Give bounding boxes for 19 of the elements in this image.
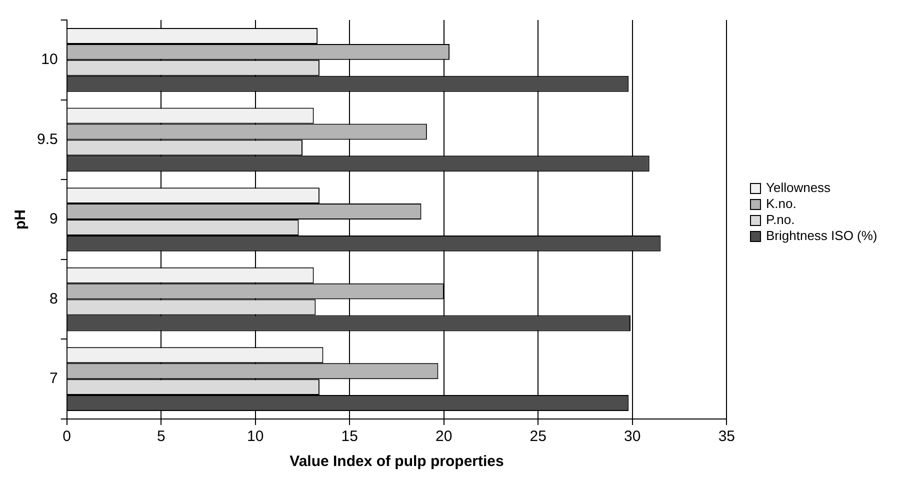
y-tick-label: 10	[41, 51, 58, 68]
legend-label: Brightness ISO (%)	[766, 228, 878, 244]
y-tick-label: 7	[50, 370, 58, 388]
x-tick-label: 10	[247, 428, 264, 446]
y-tick-label: 9.5	[36, 130, 58, 148]
x-tick-label: 30	[624, 428, 641, 446]
legend-label: P.no.	[766, 212, 795, 228]
text: Yellowness	[766, 180, 831, 196]
legend-label: K.no.	[766, 196, 796, 212]
x-tick-label: 15	[341, 428, 358, 446]
x-tick-label: 35	[718, 428, 735, 446]
x-axis-title: Value Index of pulp properties	[290, 453, 504, 470]
y-axis-title: pH	[12, 210, 30, 230]
x-tick-label: 5	[156, 428, 166, 446]
x-tick-label: 20	[436, 428, 452, 446]
y-tick-label: 9	[50, 210, 58, 228]
x-tick-label: 25	[530, 428, 546, 446]
y-tick-label: 8	[50, 290, 58, 308]
x-tick-label: 0	[62, 428, 72, 446]
